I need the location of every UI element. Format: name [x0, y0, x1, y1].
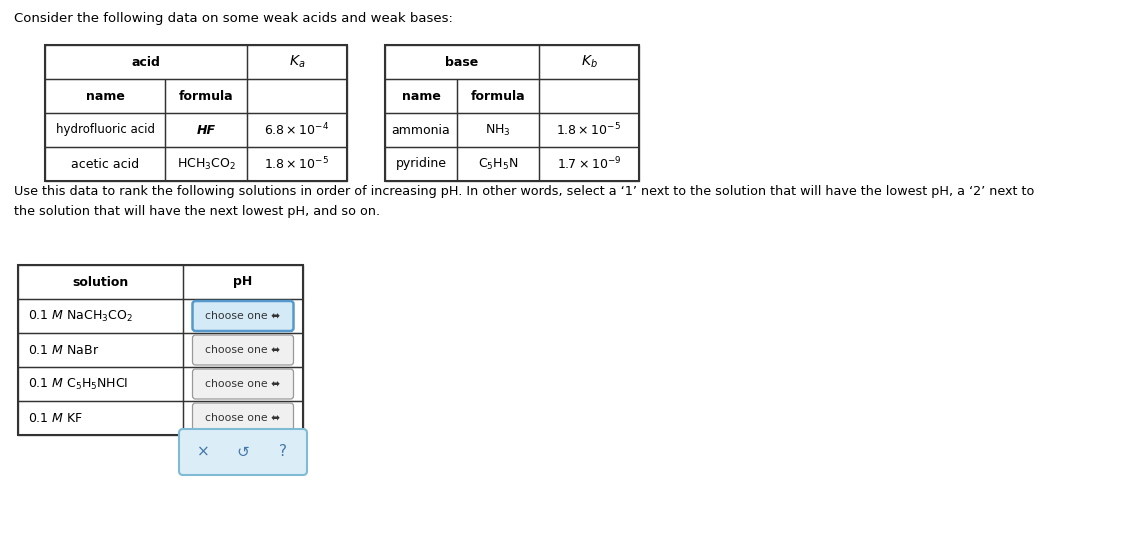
Text: $1.8\times10^{-5}$: $1.8\times10^{-5}$ — [557, 122, 621, 138]
Text: choose one ⬌: choose one ⬌ — [205, 311, 281, 321]
Bar — [18, 333, 183, 367]
Text: acid: acid — [131, 56, 161, 68]
Bar — [18, 367, 183, 401]
Text: $\mathrm{NH_3}$: $\mathrm{NH_3}$ — [486, 123, 511, 138]
FancyBboxPatch shape — [192, 369, 293, 399]
Text: solution: solution — [72, 275, 129, 289]
Text: 0.1 $M$ NaBr: 0.1 $M$ NaBr — [28, 344, 100, 356]
Text: Consider the following data on some weak acids and weak bases:: Consider the following data on some weak… — [14, 12, 453, 25]
FancyBboxPatch shape — [192, 335, 293, 365]
Bar — [18, 299, 183, 333]
Bar — [18, 265, 303, 435]
Text: ↺: ↺ — [237, 445, 249, 460]
Text: hydrofluoric acid: hydrofluoric acid — [55, 124, 154, 137]
Bar — [539, 45, 638, 79]
Bar — [45, 45, 348, 181]
Text: choose one ⬌: choose one ⬌ — [205, 379, 281, 389]
Text: $1.7\times10^{-9}$: $1.7\times10^{-9}$ — [557, 156, 621, 172]
Text: $\mathrm{C_5H_5N}$: $\mathrm{C_5H_5N}$ — [478, 157, 518, 171]
Bar — [18, 401, 183, 435]
Text: 0.1 $M$ KF: 0.1 $M$ KF — [28, 411, 84, 425]
Bar — [165, 79, 247, 113]
Bar — [457, 113, 539, 147]
Text: $6.8\times10^{-4}$: $6.8\times10^{-4}$ — [265, 122, 329, 138]
Text: base: base — [445, 56, 479, 68]
Bar — [183, 333, 303, 367]
Bar — [45, 45, 247, 79]
Bar — [539, 113, 638, 147]
Text: ammonia: ammonia — [392, 124, 451, 137]
Text: pH: pH — [233, 275, 252, 289]
Bar — [457, 147, 539, 181]
Bar — [183, 401, 303, 435]
Text: formula: formula — [179, 89, 233, 103]
FancyBboxPatch shape — [192, 301, 293, 331]
Text: ×: × — [197, 445, 209, 460]
Bar — [183, 299, 303, 333]
Bar — [165, 113, 247, 147]
Bar — [183, 367, 303, 401]
Text: name: name — [402, 89, 440, 103]
Bar — [539, 147, 638, 181]
Bar — [165, 147, 247, 181]
Text: formula: formula — [471, 89, 525, 103]
Text: $1.8\times10^{-5}$: $1.8\times10^{-5}$ — [265, 156, 329, 172]
Text: Use this data to rank the following solutions in order of increasing pH. In othe: Use this data to rank the following solu… — [14, 185, 1035, 218]
Text: $K_b$: $K_b$ — [581, 54, 598, 70]
Text: ?: ? — [278, 445, 288, 460]
Bar — [385, 45, 638, 181]
Bar — [385, 147, 457, 181]
Bar — [539, 79, 638, 113]
Bar — [45, 113, 165, 147]
Text: HF: HF — [197, 124, 215, 137]
Bar — [457, 79, 539, 113]
FancyBboxPatch shape — [179, 429, 307, 475]
Text: 0.1 $M$ C$_5$H$_5$NHCI: 0.1 $M$ C$_5$H$_5$NHCI — [28, 376, 128, 391]
FancyBboxPatch shape — [192, 403, 293, 433]
Bar — [385, 79, 457, 113]
Text: name: name — [86, 89, 125, 103]
Text: $\mathrm{HCH_3CO_2}$: $\mathrm{HCH_3CO_2}$ — [177, 157, 235, 171]
Text: 0.1 $M$ NaCH$_3$CO$_2$: 0.1 $M$ NaCH$_3$CO$_2$ — [28, 309, 134, 324]
Text: choose one ⬌: choose one ⬌ — [205, 413, 281, 423]
Text: acetic acid: acetic acid — [71, 158, 139, 170]
Bar — [247, 45, 348, 79]
Bar — [247, 79, 348, 113]
Bar — [45, 147, 165, 181]
Bar — [247, 147, 348, 181]
Text: choose one ⬌: choose one ⬌ — [205, 345, 281, 355]
Text: $K_a$: $K_a$ — [289, 54, 306, 70]
Bar — [183, 265, 303, 299]
Bar — [45, 79, 165, 113]
Bar — [385, 113, 457, 147]
Bar — [385, 45, 539, 79]
Bar — [18, 265, 183, 299]
Text: pyridine: pyridine — [395, 158, 446, 170]
Bar — [247, 113, 348, 147]
